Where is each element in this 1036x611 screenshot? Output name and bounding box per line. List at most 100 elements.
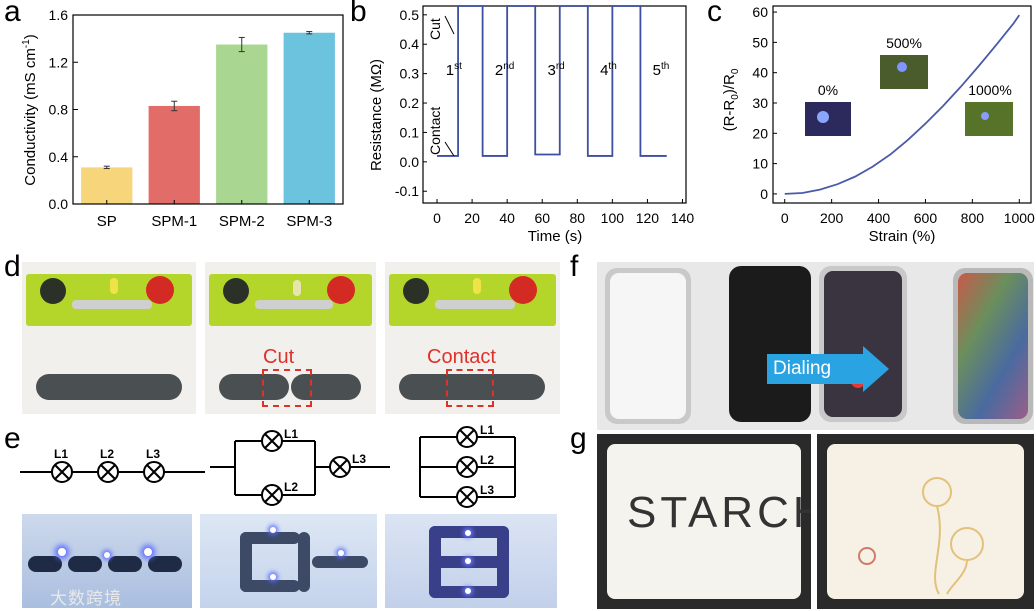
terminal-red <box>509 276 537 304</box>
led-glow <box>270 574 276 580</box>
chart-c-frame <box>772 5 1032 204</box>
phone-4 <box>953 268 1033 424</box>
y-tick-label: 1.2 <box>49 54 69 70</box>
arrow-contact <box>444 141 455 157</box>
x-tick-label: 400 <box>867 210 891 226</box>
led-off <box>293 280 301 296</box>
bar-sp <box>81 167 133 204</box>
x-tick-label-spm-2: SPM-2 <box>219 213 265 230</box>
lamp-l3-symbol <box>143 461 165 483</box>
panel-label-g: g <box>570 422 587 455</box>
y-tick-label: -0.1 <box>395 183 419 199</box>
lamp-l1-symbol <box>261 430 283 452</box>
cycle-label-3: 3rd <box>547 61 564 79</box>
circuit-mixed: L1 L2 L3 <box>210 427 390 506</box>
chart-a-ylabel: Conductivity (mS cm-1) <box>21 34 39 185</box>
conductive-strip <box>255 300 333 309</box>
y-tick-label: 1.6 <box>49 7 69 23</box>
panel-label-e: e <box>4 422 21 455</box>
inset-led-1000 <box>981 112 989 120</box>
panel-label-f: f <box>570 250 579 283</box>
clay-right-half <box>291 374 361 400</box>
x-tick-label: 80 <box>570 210 586 226</box>
y-tick-label: 40 <box>752 65 768 81</box>
y-tick-label: 0.0 <box>49 196 69 212</box>
photo-e-parallel <box>385 514 557 608</box>
y-tick-label: 0 <box>760 186 768 202</box>
terminal-red <box>327 276 355 304</box>
led-glow <box>58 548 66 556</box>
chart-b-xlabel: Time (s) <box>528 228 582 245</box>
contact-label: Contact <box>427 346 496 368</box>
photo-d-contact <box>385 262 560 414</box>
dialing-arrow-head <box>863 346 889 392</box>
circuit-series: L1 L2 L3 <box>20 447 205 483</box>
led-yellow <box>110 278 118 294</box>
x-tick-label: 140 <box>671 210 695 226</box>
annotation-contact: Contact <box>427 107 443 155</box>
y-tick-label: 0.4 <box>49 149 69 165</box>
strain-curve <box>784 14 1021 195</box>
x-tick-label: 200 <box>820 210 844 226</box>
terminal-red <box>146 276 174 304</box>
x-tick-label-spm-3: SPM-3 <box>286 213 332 230</box>
phone-1 <box>605 268 691 424</box>
x-tick-label-spm-1: SPM-1 <box>151 213 197 230</box>
panel-label-a: a <box>4 0 21 28</box>
x-tick-label: 0 <box>433 210 441 226</box>
y-tick-label: 60 <box>752 4 768 20</box>
lamp-label-l2: L2 <box>284 480 298 494</box>
contact-highlight-box <box>446 369 494 407</box>
inset-photo-500 <box>880 55 928 89</box>
lamp-l1-symbol <box>51 461 73 483</box>
lamp-label-l3: L3 <box>146 447 160 461</box>
led-glow <box>465 530 471 536</box>
cycle-label-4: 4th <box>600 61 617 79</box>
x-tick-label: 100 <box>601 210 625 226</box>
phone-3 <box>819 266 907 422</box>
y-tick-label: 20 <box>752 125 768 141</box>
photo-f-phones: Dialing <box>597 262 1034 430</box>
lamp-label-l1: L1 <box>480 423 494 437</box>
led-glow <box>465 588 471 594</box>
photo-e-series <box>22 514 192 608</box>
inset-label-1000: 1000% <box>968 82 1012 98</box>
x-tick-label-sp: SP <box>97 213 117 230</box>
bar-spm-3 <box>283 32 335 204</box>
panel-label-d: d <box>4 250 21 283</box>
inset-label-0: 0% <box>818 82 838 98</box>
dialing-arrow <box>767 354 863 384</box>
led-glow <box>104 552 110 558</box>
chart-c-strain: 0 200 400 600 800 1000 0 10 20 30 40 50 60 (R-R0)/R0… <box>721 4 1035 245</box>
inset-photo-1000 <box>965 102 1013 136</box>
panel-label-b: b <box>350 0 367 28</box>
chart-a-conductivity: SP SPM-1 SPM-2 SPM-3 0.0 0.4 0.8 1.2 1.6 Conduct… <box>21 7 344 230</box>
lamp-l3-symbol <box>329 456 351 478</box>
lamp-l1-symbol <box>456 426 478 448</box>
cycle-label-2: 2nd <box>495 61 514 79</box>
lamp-l2-symbol <box>456 456 478 478</box>
led-glow <box>144 548 152 556</box>
lamp-l2-symbol <box>261 484 283 506</box>
chart-b-frame <box>422 5 687 204</box>
conductive-clay-bar <box>36 374 182 400</box>
resistance-line <box>437 5 667 157</box>
terminal-black <box>40 278 66 304</box>
chart-c-ylabel: (R-R0)/R0 <box>721 68 741 131</box>
cut-label: Cut <box>263 346 295 368</box>
photo-d-cut <box>205 262 376 414</box>
photo-g-tablet-text: STARCH <box>597 434 811 609</box>
phone-2 <box>729 266 811 422</box>
x-tick-label: 20 <box>464 210 480 226</box>
bar-spm-2 <box>216 44 268 204</box>
inset-led-0 <box>817 111 829 123</box>
cut-highlight-box <box>262 369 312 407</box>
dialing-label: Dialing <box>773 358 832 379</box>
y-tick-label: 0.0 <box>400 154 420 170</box>
photo-d-original <box>22 262 196 414</box>
x-tick-label: 800 <box>961 210 985 226</box>
bar-spm-1 <box>148 105 200 204</box>
y-tick-label: 0.2 <box>400 95 420 111</box>
y-tick-label: 0.4 <box>400 36 420 52</box>
conductive-strip <box>435 300 515 309</box>
